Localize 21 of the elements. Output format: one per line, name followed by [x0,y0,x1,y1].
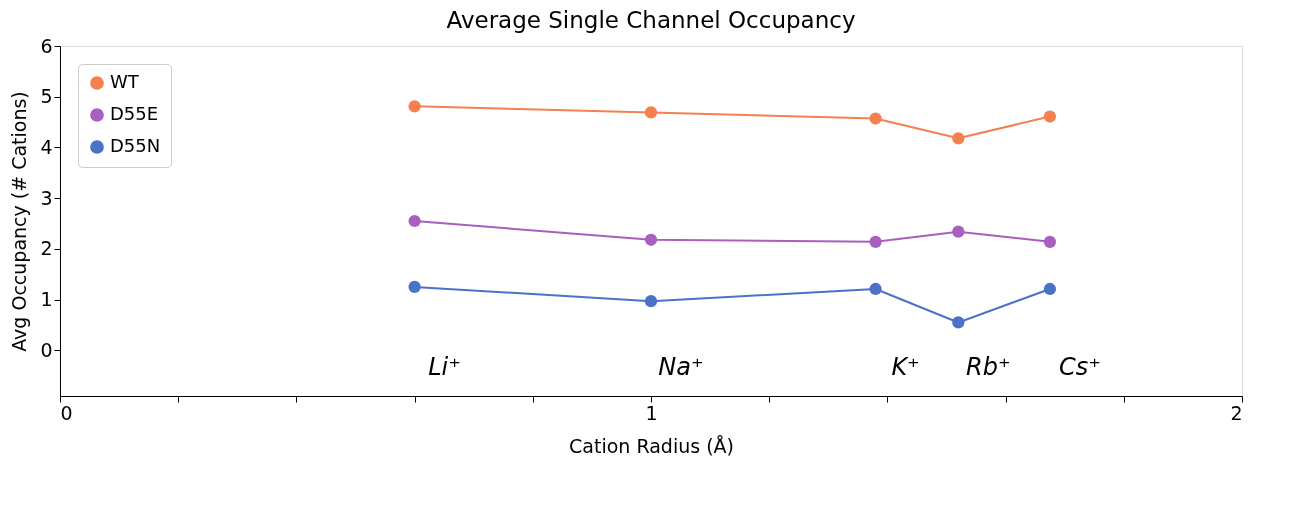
y-axis-title: Avg Occupancy (# Cations) [8,91,31,352]
annotation: Cs⁺ [1058,353,1101,381]
y-tick-label: 1 [40,288,53,311]
annotation: Rb⁺ [966,353,1011,381]
y-tick-label: 0 [40,338,53,361]
x-tick-label: 1 [645,401,658,424]
y-tick-label: 3 [40,186,53,209]
chart-title: Average Single Channel Occupancy [446,7,856,33]
y-tick-label: 4 [40,135,53,158]
annotation: K⁺ [891,353,920,381]
annotation: Li⁺ [428,353,461,381]
legend-label: WT [110,71,140,92]
x-axis-title: Cation Radius (Å) [569,434,734,457]
annotation: Na⁺ [658,353,704,381]
legend-label: D55N [110,135,161,156]
y-tick-label: 5 [40,85,53,108]
x-tick-label: 0 [60,401,73,424]
y-tick-label: 2 [40,237,53,260]
y-tick-label: 6 [40,34,53,57]
legend-label: D55E [110,103,159,124]
x-tick-label: 2 [1230,401,1243,424]
